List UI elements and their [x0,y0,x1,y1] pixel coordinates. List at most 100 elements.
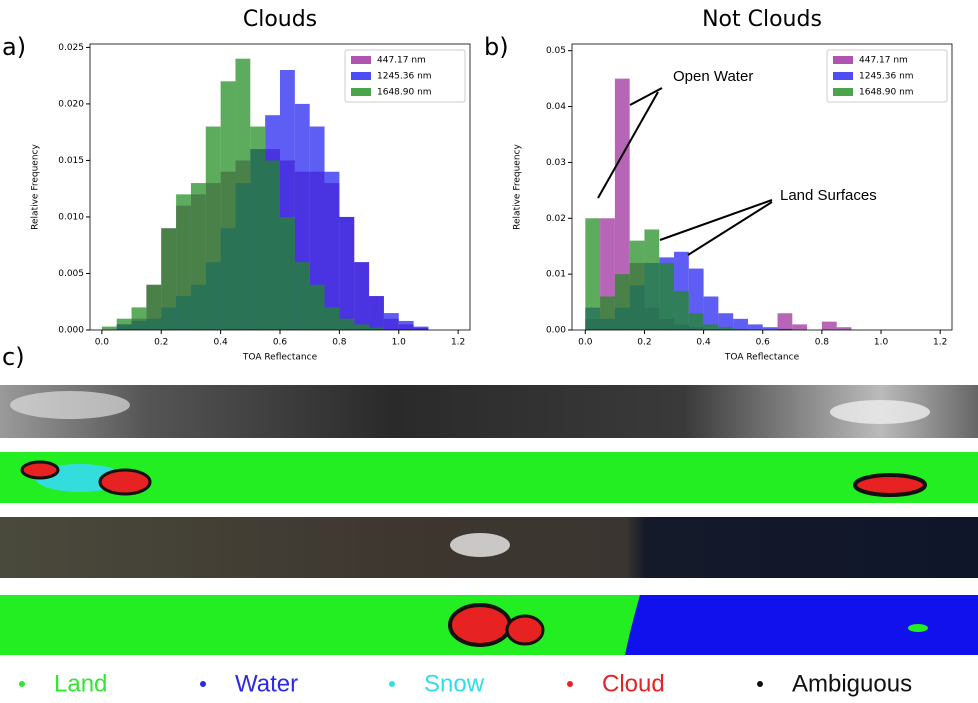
x-tick-label: 0.4 [696,338,711,348]
bar [324,307,340,330]
bar [688,313,704,330]
bar [101,326,117,330]
bar [161,228,177,330]
x-tick-label: 1.2 [451,338,465,348]
bar [116,318,132,330]
x-tick-label: 1.2 [933,338,947,348]
legend-label: 1245.36 nm [859,72,914,82]
bar [733,318,748,330]
cloud-patch [448,603,512,647]
bar [629,240,645,330]
legend-label: Snow [424,670,485,697]
bar [205,126,221,331]
y-tick-label: 0.010 [58,212,84,222]
axes-frame [571,43,953,331]
legend-dot [757,681,763,687]
bar [762,327,778,330]
cloud-patch [20,460,60,480]
x-tick-label: 1.0 [392,338,407,348]
plot [101,58,429,331]
panel-c-images [0,385,978,655]
cloud-patch [10,391,130,419]
bar [235,58,251,331]
x-tick-label: 0.6 [756,338,771,348]
x-tick-label: 0.6 [273,338,288,348]
plot [585,78,852,330]
legend-label: 447.17 nm [859,56,908,66]
legend-swatch [351,56,371,64]
bar [792,324,808,330]
x-tick-label: 0.2 [154,338,168,348]
legend-swatch [833,72,853,80]
bar [718,313,734,330]
bar [777,313,793,330]
bar [821,321,837,330]
bar [190,183,206,330]
bar [294,262,310,330]
bar [398,320,414,330]
panel-label: b) [484,33,509,61]
land-patch [908,624,928,632]
water-region [625,595,978,655]
bar [718,327,734,330]
y-tick-label: 0.005 [58,269,84,279]
cloud-patch [450,533,510,557]
panel-label: a) [2,33,26,61]
y-tick-label: 0.025 [58,43,84,53]
bar [354,324,370,330]
legend-dot [19,681,25,687]
legend-label: Cloud [602,670,665,697]
bar [339,318,355,330]
y-tick-label: 0.00 [546,326,566,336]
annotation: Land Surfaces [780,187,877,204]
x-tick-label: 0.8 [332,338,347,348]
bar [836,327,852,330]
legend-label: Water [235,670,298,697]
bar [703,324,719,330]
cloud-patch [98,468,152,496]
bar [600,296,615,330]
bar [339,216,355,330]
cloud-patch [505,614,545,646]
legend-dot [200,681,206,687]
class-strip [0,452,978,503]
bar [644,229,660,330]
x-tick-label: 0.0 [578,338,593,348]
bar [383,313,399,330]
legend-label: 1648.90 nm [859,88,914,98]
legend-box [826,49,948,103]
bar [354,262,370,330]
x-tick-label: 0.0 [95,338,110,348]
legend-swatch [833,88,853,96]
image-strip [0,385,978,438]
legend-label: Ambiguous [792,670,912,697]
bar [614,78,630,330]
annotation-line [629,87,663,106]
annotation-line [659,199,773,241]
bar [369,296,384,330]
legend-label: 1648.90 nm [377,88,432,98]
cloud-patch [853,473,927,497]
legend-label: Land [54,670,107,697]
bar [413,326,429,330]
x-tick-label: 0.2 [637,338,651,348]
bar [131,307,147,330]
chart-title: Clouds [243,7,317,32]
bar [280,216,295,330]
bar [146,284,162,330]
legend-swatch [351,88,371,96]
legend-label: 447.17 nm [377,56,426,66]
bar [747,324,763,330]
legend-swatch [833,56,853,64]
cloud-patch [830,400,930,424]
y-tick-label: 0.04 [546,102,566,112]
annotation-line [597,91,659,199]
panel-label: c) [2,343,25,371]
bar [614,274,630,330]
bar [369,327,384,330]
bar [176,194,191,330]
bar [777,328,793,330]
bar [265,160,280,330]
y-tick-label: 0.05 [546,46,566,56]
